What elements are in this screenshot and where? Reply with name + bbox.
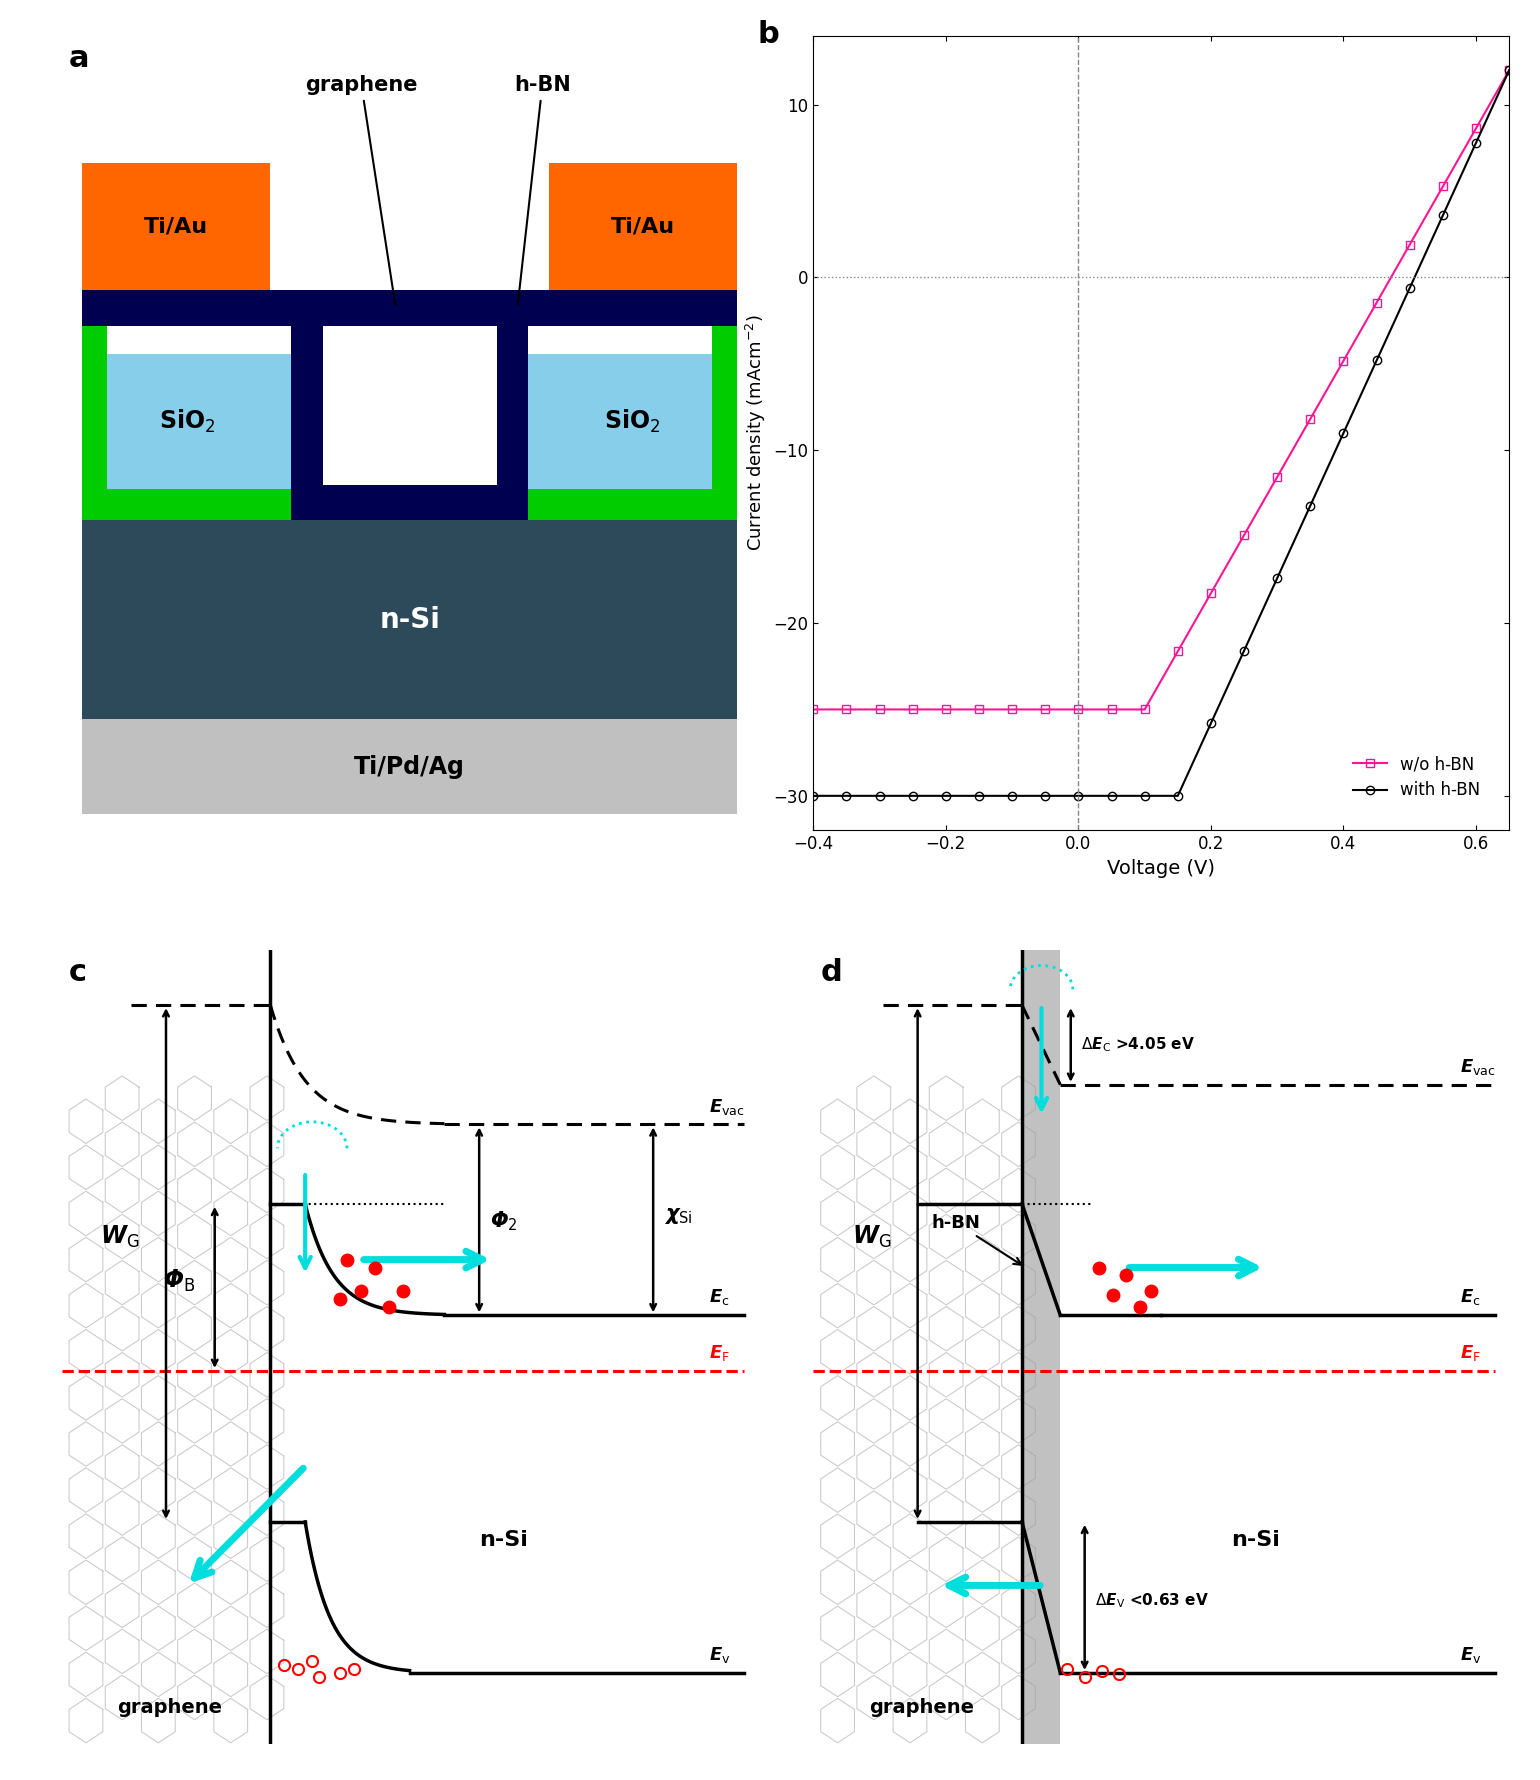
Text: $\bfit{\chi}_\mathrm{Si}$: $\bfit{\chi}_\mathrm{Si}$ (664, 1205, 693, 1226)
Bar (291, 290, 322, 520)
Text: Ti/Au: Ti/Au (145, 217, 208, 237)
Bar (291, 322, 316, 520)
Text: $\bfit{E}_\mathrm{F}$: $\bfit{E}_\mathrm{F}$ (708, 1342, 730, 1363)
Text: SiO$_2$: SiO$_2$ (604, 408, 661, 434)
Bar (83, 162, 271, 290)
Bar (83, 490, 736, 520)
Bar (83, 520, 736, 719)
Text: h-BN: h-BN (932, 1214, 1021, 1266)
Text: $\bfit{E}_\mathrm{c}$: $\bfit{E}_\mathrm{c}$ (708, 1287, 730, 1307)
Y-axis label: Current density (mAcm$^{-2}$): Current density (mAcm$^{-2}$) (744, 315, 768, 552)
Bar (83, 290, 316, 326)
Bar (528, 354, 736, 490)
Text: $\bfit{\Phi}_\mathrm{B}$: $\bfit{\Phi}_\mathrm{B}$ (163, 1267, 196, 1294)
Bar (83, 322, 106, 520)
Text: graphene: graphene (869, 1698, 973, 1716)
Text: $\bfit{E}_\mathrm{v}$: $\bfit{E}_\mathrm{v}$ (708, 1645, 730, 1664)
Text: b: b (758, 20, 779, 48)
Bar (1023, 949, 1061, 1744)
Bar (291, 484, 528, 520)
Bar (548, 162, 736, 290)
Text: $\bfit{W}_\mathrm{G}$: $\bfit{W}_\mathrm{G}$ (100, 1223, 140, 1250)
Text: a: a (69, 43, 89, 73)
Text: $\Delta\bfit{E}_\mathrm{C}$ >4.05 eV: $\Delta\bfit{E}_\mathrm{C}$ >4.05 eV (1081, 1034, 1195, 1054)
Text: Ti/Pd/Ag: Ti/Pd/Ag (354, 755, 465, 780)
Bar (496, 290, 528, 520)
Text: graphene: graphene (305, 75, 417, 304)
Bar (83, 354, 291, 490)
Text: $\bfit{\Phi}_\mathrm{2}$: $\bfit{\Phi}_\mathrm{2}$ (490, 1210, 517, 1234)
X-axis label: Voltage (V): Voltage (V) (1107, 858, 1215, 878)
Text: c: c (69, 958, 86, 986)
Text: $\bfit{E}_\mathrm{F}$: $\bfit{E}_\mathrm{F}$ (1460, 1342, 1481, 1363)
Text: $\Delta\bfit{E}_\mathrm{V}$ <0.63 eV: $\Delta\bfit{E}_\mathrm{V}$ <0.63 eV (1095, 1591, 1209, 1611)
Text: Ti/Au: Ti/Au (611, 217, 675, 237)
Text: $\bfit{E}_\mathrm{c}$: $\bfit{E}_\mathrm{c}$ (1460, 1287, 1481, 1307)
Bar (504, 322, 528, 520)
Text: n-Si: n-Si (379, 605, 440, 634)
Text: h-BN: h-BN (514, 75, 571, 304)
Bar (713, 322, 736, 520)
Text: $\bfit{E}_\mathrm{vac}$: $\bfit{E}_\mathrm{vac}$ (708, 1096, 745, 1116)
Text: $\bfit{E}_\mathrm{vac}$: $\bfit{E}_\mathrm{vac}$ (1460, 1057, 1497, 1077)
Bar (504, 290, 736, 326)
Text: n-Si: n-Si (479, 1529, 528, 1550)
Text: $\bfit{W}_\mathrm{G}$: $\bfit{W}_\mathrm{G}$ (852, 1223, 892, 1250)
Text: $\bfit{E}_\mathrm{v}$: $\bfit{E}_\mathrm{v}$ (1460, 1645, 1481, 1664)
Bar (291, 290, 528, 326)
Bar (83, 719, 736, 815)
Text: n-Si: n-Si (1230, 1529, 1280, 1550)
Legend: w/o h-BN, with h-BN: w/o h-BN, with h-BN (1348, 749, 1488, 806)
Text: SiO$_2$: SiO$_2$ (159, 408, 216, 434)
Text: d: d (821, 958, 842, 986)
Text: graphene: graphene (117, 1698, 222, 1716)
